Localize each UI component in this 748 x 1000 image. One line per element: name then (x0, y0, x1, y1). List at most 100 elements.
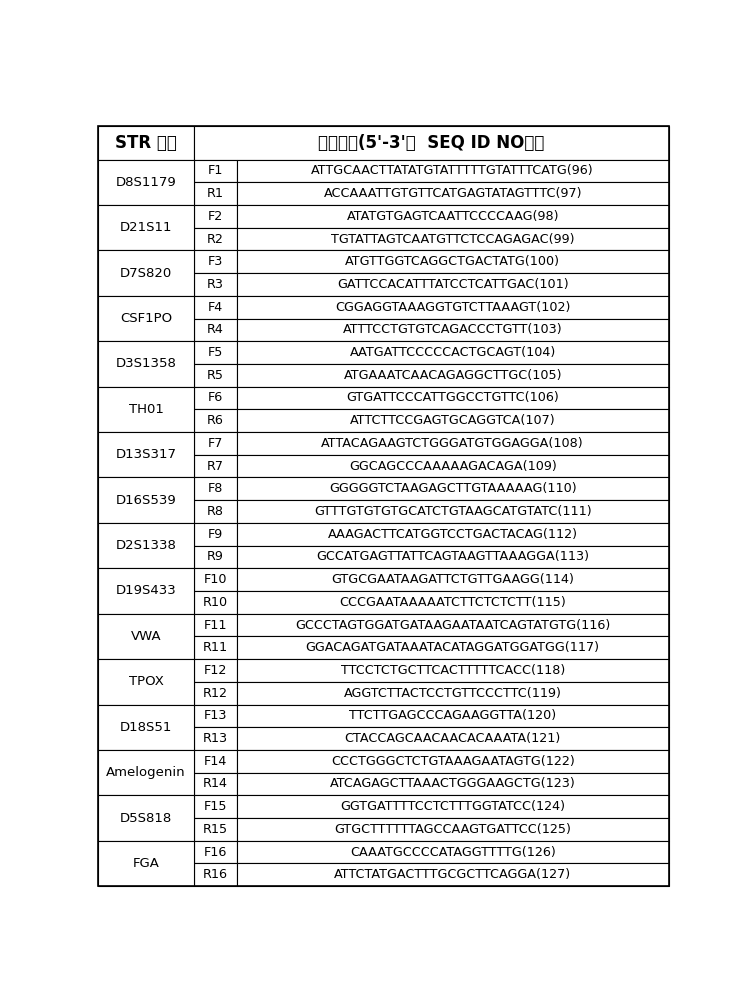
Bar (237, 727, 669, 750)
Text: D2S1338: D2S1338 (116, 539, 177, 552)
Bar (237, 795, 669, 818)
Text: ATTACAGAAGTCTGGGATGTGGAGGA(108): ATTACAGAAGTCTGGGATGTGGAGGA(108) (322, 437, 584, 450)
Bar (194, 841, 237, 863)
Text: CAAATGCCCCATAGGTTTTG(126): CAAATGCCCCATAGGTTTTG(126) (350, 846, 556, 859)
Bar (194, 659, 237, 682)
Bar (237, 818, 669, 841)
Bar (194, 705, 237, 727)
Bar (237, 364, 669, 387)
Bar (194, 387, 237, 409)
Text: GGGGGTCTAAGAGCTTGTAAAAAG(110): GGGGGTCTAAGAGCTTGTAAAAAG(110) (329, 482, 577, 495)
Bar (237, 863, 669, 886)
Bar (194, 455, 237, 477)
Text: D8S1179: D8S1179 (116, 176, 177, 189)
Text: R14: R14 (203, 777, 228, 790)
Text: F12: F12 (203, 664, 227, 677)
Bar (194, 182, 237, 205)
Bar (98, 160, 194, 205)
Text: GTGCGAATAAGATTCTGTTGAAGG(114): GTGCGAATAAGATTCTGTTGAAGG(114) (331, 573, 574, 586)
Bar (237, 250, 669, 273)
Text: CCCTGGGCTCTGTAAAGAATAGTG(122): CCCTGGGCTCTGTAAAGAATAGTG(122) (331, 755, 574, 768)
Text: F11: F11 (203, 619, 227, 632)
Bar (194, 126, 669, 160)
Text: ATGAAATCAACAGAGGCTTGC(105): ATGAAATCAACAGAGGCTTGC(105) (343, 369, 562, 382)
Text: TTCTTGAGCCCAGAAGGTTA(120): TTCTTGAGCCCAGAAGGTTA(120) (349, 709, 557, 722)
Text: AATGATTCCCCCACTGCAGT(104): AATGATTCCCCCACTGCAGT(104) (349, 346, 556, 359)
Bar (194, 228, 237, 250)
Text: D19S433: D19S433 (116, 584, 177, 597)
Text: ATTCTATGACTTTGCGCTTCAGGA(127): ATTCTATGACTTTGCGCTTCAGGA(127) (334, 868, 571, 881)
Text: CGGAGGTAAAGGTGTCTTAAAGT(102): CGGAGGTAAAGGTGTCTTAAAGT(102) (335, 301, 570, 314)
Text: GGTGATTTTCCTCTTTGGTATCC(124): GGTGATTTTCCTCTTTGGTATCC(124) (340, 800, 565, 813)
Bar (98, 477, 194, 523)
Bar (194, 818, 237, 841)
Bar (98, 296, 194, 341)
Bar (237, 591, 669, 614)
Text: F15: F15 (203, 800, 227, 813)
Text: R15: R15 (203, 823, 228, 836)
Text: D13S317: D13S317 (115, 448, 177, 461)
Bar (194, 750, 237, 773)
Text: GTGCTTTTTTAGCCAAGTGATTCC(125): GTGCTTTTTTAGCCAAGTGATTCC(125) (334, 823, 571, 836)
Bar (237, 546, 669, 568)
Bar (98, 841, 194, 886)
Text: F3: F3 (208, 255, 223, 268)
Bar (237, 636, 669, 659)
Text: ATTCTTCCGAGTGCAGGTCA(107): ATTCTTCCGAGTGCAGGTCA(107) (350, 414, 556, 427)
Bar (98, 568, 194, 614)
Bar (194, 273, 237, 296)
Bar (98, 387, 194, 432)
Text: F2: F2 (208, 210, 223, 223)
Text: R4: R4 (207, 323, 224, 336)
Bar (98, 614, 194, 659)
Text: TTCCTCTGCTTCACTTTTTCACC(118): TTCCTCTGCTTCACTTTTTCACC(118) (340, 664, 565, 677)
Text: D21S11: D21S11 (120, 221, 172, 234)
Bar (194, 795, 237, 818)
Text: D18S51: D18S51 (120, 721, 172, 734)
Text: R5: R5 (207, 369, 224, 382)
Text: R10: R10 (203, 596, 228, 609)
Bar (237, 387, 669, 409)
Bar (98, 750, 194, 795)
Bar (98, 659, 194, 705)
Bar (194, 863, 237, 886)
Bar (237, 500, 669, 523)
Text: D7S820: D7S820 (120, 267, 172, 280)
Text: CCCGAATAAAAATCTTCTCTCTT(115): CCCGAATAAAAATCTTCTCTCTT(115) (340, 596, 566, 609)
Bar (98, 795, 194, 841)
Bar (237, 568, 669, 591)
Bar (194, 614, 237, 636)
Text: R8: R8 (207, 505, 224, 518)
Bar (98, 126, 194, 160)
Bar (194, 523, 237, 546)
Bar (194, 477, 237, 500)
Text: GGCAGCCCAAAAAGACAGA(109): GGCAGCCCAAAAAGACAGA(109) (349, 460, 557, 473)
Text: GCCCTAGTGGATGATAAGAATAATCAGTATGTG(116): GCCCTAGTGGATGATAAGAATAATCAGTATGTG(116) (295, 619, 610, 632)
Text: STR 名称: STR 名称 (115, 134, 177, 152)
Bar (194, 296, 237, 319)
Bar (98, 250, 194, 296)
Bar (194, 500, 237, 523)
Text: TH01: TH01 (129, 403, 164, 416)
Bar (237, 614, 669, 636)
Text: F6: F6 (208, 391, 223, 404)
Bar (194, 160, 237, 182)
Text: R3: R3 (207, 278, 224, 291)
Bar (237, 205, 669, 228)
Text: F10: F10 (203, 573, 227, 586)
Text: F14: F14 (203, 755, 227, 768)
Text: 引物序列(5'-3'，  SEQ ID NO：）: 引物序列(5'-3'， SEQ ID NO：） (318, 134, 545, 152)
Text: R13: R13 (203, 732, 228, 745)
Bar (237, 773, 669, 795)
Bar (194, 773, 237, 795)
Text: R7: R7 (207, 460, 224, 473)
Bar (237, 273, 669, 296)
Bar (98, 705, 194, 750)
Text: R2: R2 (207, 233, 224, 246)
Text: F1: F1 (208, 164, 223, 177)
Bar (237, 750, 669, 773)
Bar (237, 296, 669, 319)
Bar (194, 205, 237, 228)
Text: R12: R12 (203, 687, 228, 700)
Bar (194, 591, 237, 614)
